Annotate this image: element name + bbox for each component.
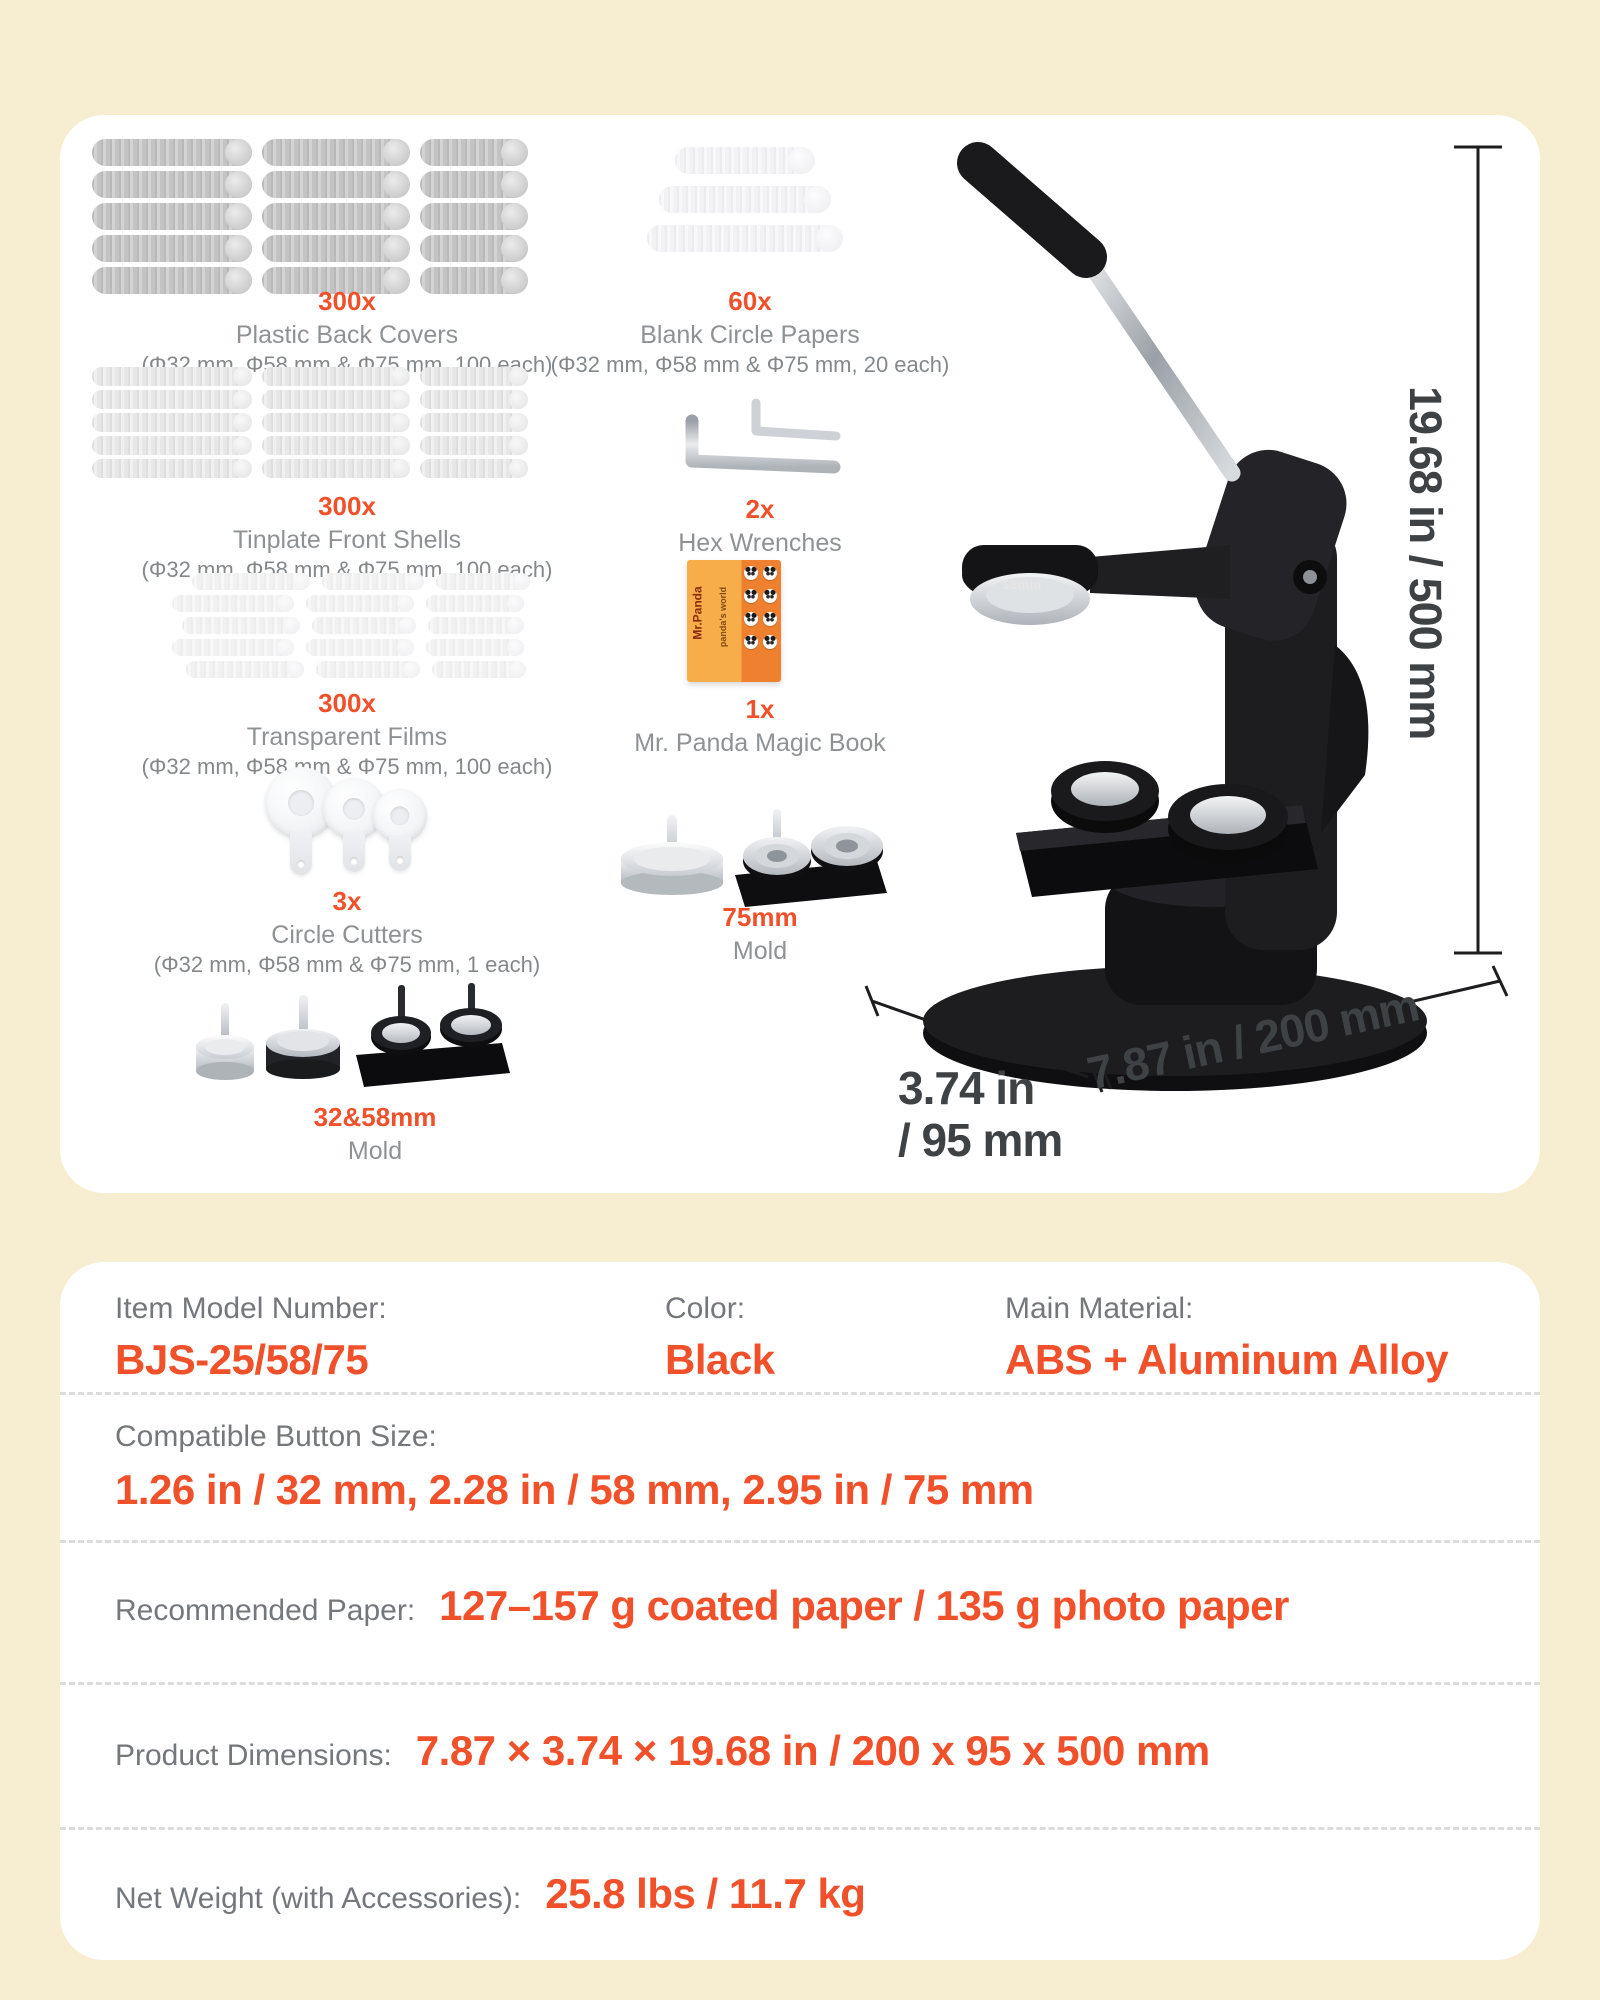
spec-label: Recommended Paper: xyxy=(115,1594,416,1627)
hex-wrenches-image xyxy=(685,398,841,474)
blank-circle-papers-image xyxy=(645,147,845,252)
spec-label: Compatible Button Size: xyxy=(115,1420,437,1453)
spec-value: Black xyxy=(665,1336,775,1383)
item-qty: 300x xyxy=(318,491,376,521)
machine-height-dimension: 19.68 in / 500 mm xyxy=(1400,386,1451,740)
spec-value: 25.8 lbs / 11.7 kg xyxy=(545,1870,866,1917)
item-qty: 1x xyxy=(745,694,775,724)
divider xyxy=(60,1392,1540,1395)
spec-value: ABS + Aluminum Alloy xyxy=(1005,1336,1449,1383)
tinplate-front-shells-image xyxy=(92,367,528,478)
item-caption-mold-32-58mm: 32&58mm Mold xyxy=(250,1101,500,1167)
item-name: Transparent Films xyxy=(246,722,448,751)
plastic-back-covers-image xyxy=(92,139,528,294)
button-maker-machine-image xyxy=(923,142,1427,1091)
item-caption-tinplate-front-shells: 300x Tinplate Front Shells (Φ32 mm, Φ58 … xyxy=(82,490,612,585)
spec-label: Product Dimensions: xyxy=(115,1739,392,1772)
depth-line-2: / 95 mm xyxy=(898,1113,1063,1166)
spec-label: Main Material: xyxy=(1005,1292,1194,1325)
mold-75mm-image xyxy=(621,809,887,907)
item-qty: 2x xyxy=(745,494,775,524)
spec-paper: Recommended Paper: 127–157 g coated pape… xyxy=(115,1582,1289,1630)
mold-32-58mm-image xyxy=(196,983,510,1087)
panda-magic-book-image: Mr.Panda panda's world xyxy=(687,560,781,682)
item-qty: 300x xyxy=(318,688,376,718)
spec-label: Color: xyxy=(665,1292,746,1325)
divider xyxy=(60,1827,1540,1830)
spec-button-size: Compatible Button Size: 1.26 in / 32 mm,… xyxy=(115,1420,1034,1514)
item-name: Circle Cutters xyxy=(271,920,423,949)
divider xyxy=(60,1682,1540,1685)
item-spec: (Φ32 mm, Φ58 mm & Φ75 mm, 1 each) xyxy=(153,952,541,978)
spec-material: Main Material: ABS + Aluminum Alloy xyxy=(1005,1292,1449,1384)
spec-value: 1.26 in / 32 mm, 2.28 in / 58 mm, 2.95 i… xyxy=(115,1466,1034,1513)
depth-line-1: 3.74 in xyxy=(898,1062,1035,1114)
item-name: Tinplate Front Shells xyxy=(232,525,462,554)
item-name: Hex Wrenches xyxy=(678,528,842,557)
item-caption-circle-cutters: 3x Circle Cutters (Φ32 mm, Φ58 mm & Φ75 … xyxy=(82,885,612,980)
machine-depth-dimension: 3.74 in / 95 mm xyxy=(898,1062,1063,1166)
spec-model: Item Model Number: BJS-25/58/75 xyxy=(115,1292,387,1384)
item-name: Mold xyxy=(732,936,788,965)
item-name: Plastic Back Covers xyxy=(235,320,459,349)
specifications-card: Item Model Number: BJS-25/58/75 Color: B… xyxy=(60,1262,1540,1960)
spec-value: 7.87 × 3.74 × 19.68 in / 200 x 95 x 500 … xyxy=(415,1727,1210,1774)
book-cover-subtitle: panda's world xyxy=(718,586,729,648)
divider xyxy=(60,1540,1540,1543)
kit-contents-card: 300x Plastic Back Covers (Φ32 mm, Φ58 mm… xyxy=(60,115,1540,1193)
item-name: Mr. Panda Magic Book xyxy=(634,728,886,757)
spec-value: 127–157 g coated paper / 135 g photo pap… xyxy=(439,1582,1289,1629)
book-panda-thumbnails xyxy=(744,566,778,649)
spec-label: Item Model Number: xyxy=(115,1292,387,1325)
transparent-films-image xyxy=(172,573,530,678)
item-caption-panda-magic-book: 1x Mr. Panda Magic Book xyxy=(620,693,900,759)
spec-dimensions: Product Dimensions: 7.87 × 3.74 × 19.68 … xyxy=(115,1727,1210,1775)
item-caption-hex-wrenches: 2x Hex Wrenches xyxy=(620,493,900,559)
spec-color: Color: Black xyxy=(665,1292,775,1384)
item-name: Mold xyxy=(347,1136,403,1165)
spec-value: BJS-25/58/75 xyxy=(115,1336,369,1383)
book-cover-title: Mr.Panda xyxy=(690,586,705,640)
item-qty: 32&58mm xyxy=(313,1102,437,1132)
spec-weight: Net Weight (with Accessories): 25.8 lbs … xyxy=(115,1870,866,1918)
machine-die-size-label: 58mm xyxy=(1002,577,1042,592)
item-caption-plastic-back-covers: 300x Plastic Back Covers (Φ32 mm, Φ58 mm… xyxy=(82,285,612,380)
spec-label: Net Weight (with Accessories): xyxy=(115,1882,522,1915)
circle-cutters-image xyxy=(265,767,435,892)
